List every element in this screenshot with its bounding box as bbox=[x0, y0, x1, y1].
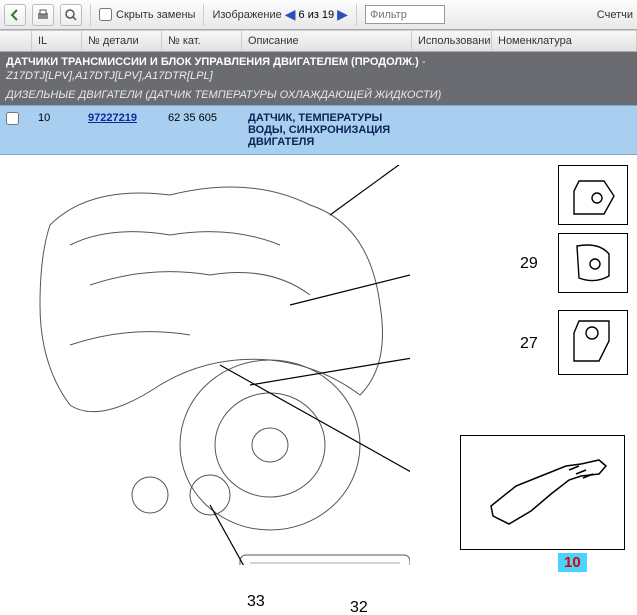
col-checkbox[interactable] bbox=[0, 31, 32, 51]
callout-box-10[interactable] bbox=[460, 435, 625, 550]
desc-line1: ДАТЧИК, ТЕМПЕРАТУРЫ bbox=[248, 112, 486, 124]
part-number-link[interactable]: 97227219 bbox=[88, 112, 137, 124]
table-row[interactable]: 10 97227219 62 35 605 ДАТЧИК, ТЕМПЕРАТУР… bbox=[0, 105, 637, 155]
page-counter: 6 из 19 bbox=[299, 9, 335, 21]
prev-image-button[interactable]: ◀ bbox=[285, 6, 296, 23]
table-header: IL № детали № кат. Описание Использовани… bbox=[0, 30, 637, 52]
back-button[interactable] bbox=[4, 4, 26, 26]
next-image-button[interactable]: ▶ bbox=[337, 6, 348, 23]
section-subtitle: ДИЗЕЛЬНЫЕ ДВИГАТЕЛИ (ДАТЧИК ТЕМПЕРАТУРЫ … bbox=[0, 87, 637, 105]
callout-highlight-10[interactable]: 10 bbox=[558, 553, 587, 572]
col-description[interactable]: Описание bbox=[242, 31, 412, 51]
diagram-area: 29 27 10 33 32 bbox=[0, 155, 637, 615]
separator bbox=[356, 4, 357, 26]
hide-replacements-label: Скрыть замены bbox=[116, 9, 195, 21]
separator bbox=[203, 4, 204, 26]
cell-il: 10 bbox=[32, 110, 82, 150]
callout-number-27: 27 bbox=[520, 335, 538, 353]
col-partno[interactable]: № детали bbox=[82, 31, 162, 51]
filter-input[interactable] bbox=[365, 5, 445, 24]
cell-description: ДАТЧИК, ТЕМПЕРАТУРЫ ВОДЫ, СИНХРОНИЗАЦИЯ … bbox=[242, 110, 492, 150]
separator bbox=[90, 4, 91, 26]
col-usage[interactable]: Использовани bbox=[412, 31, 492, 51]
callout-number-33: 33 bbox=[247, 593, 265, 611]
print-button[interactable] bbox=[32, 4, 54, 26]
col-nomenclature[interactable]: Номенклатура bbox=[492, 31, 637, 51]
hide-replacements-input[interactable] bbox=[99, 8, 112, 21]
image-nav: Изображение ◀ 6 из 19 ▶ bbox=[212, 6, 348, 23]
counter-label: Счетчи bbox=[597, 9, 633, 21]
toolbar: Скрыть замены Изображение ◀ 6 из 19 ▶ Сч… bbox=[0, 0, 637, 30]
desc-line2: ВОДЫ, СИНХРОНИЗАЦИЯ bbox=[248, 124, 486, 136]
desc-line3: ДВИГАТЕЛЯ bbox=[248, 136, 486, 148]
search-button[interactable] bbox=[60, 4, 82, 26]
cell-catno: 62 35 605 bbox=[162, 110, 242, 150]
hide-replacements-checkbox[interactable]: Скрыть замены bbox=[99, 8, 195, 21]
col-il[interactable]: IL bbox=[32, 31, 82, 51]
title-main: ДАТЧИКИ ТРАНСМИССИИ И БЛОК УПРАВЛЕНИЯ ДВ… bbox=[6, 56, 419, 68]
col-catno[interactable]: № кат. bbox=[162, 31, 242, 51]
row-checkbox[interactable] bbox=[6, 112, 19, 125]
callout-box-29[interactable] bbox=[558, 233, 628, 293]
image-label: Изображение bbox=[212, 9, 281, 21]
section-title: ДАТЧИКИ ТРАНСМИССИИ И БЛОК УПРАВЛЕНИЯ ДВ… bbox=[0, 52, 637, 87]
callout-number-29: 29 bbox=[520, 255, 538, 273]
callout-number-32: 32 bbox=[350, 599, 368, 615]
engine-diagram bbox=[10, 165, 410, 565]
callout-box-27[interactable] bbox=[558, 310, 628, 375]
callout-box-top[interactable] bbox=[558, 165, 628, 225]
